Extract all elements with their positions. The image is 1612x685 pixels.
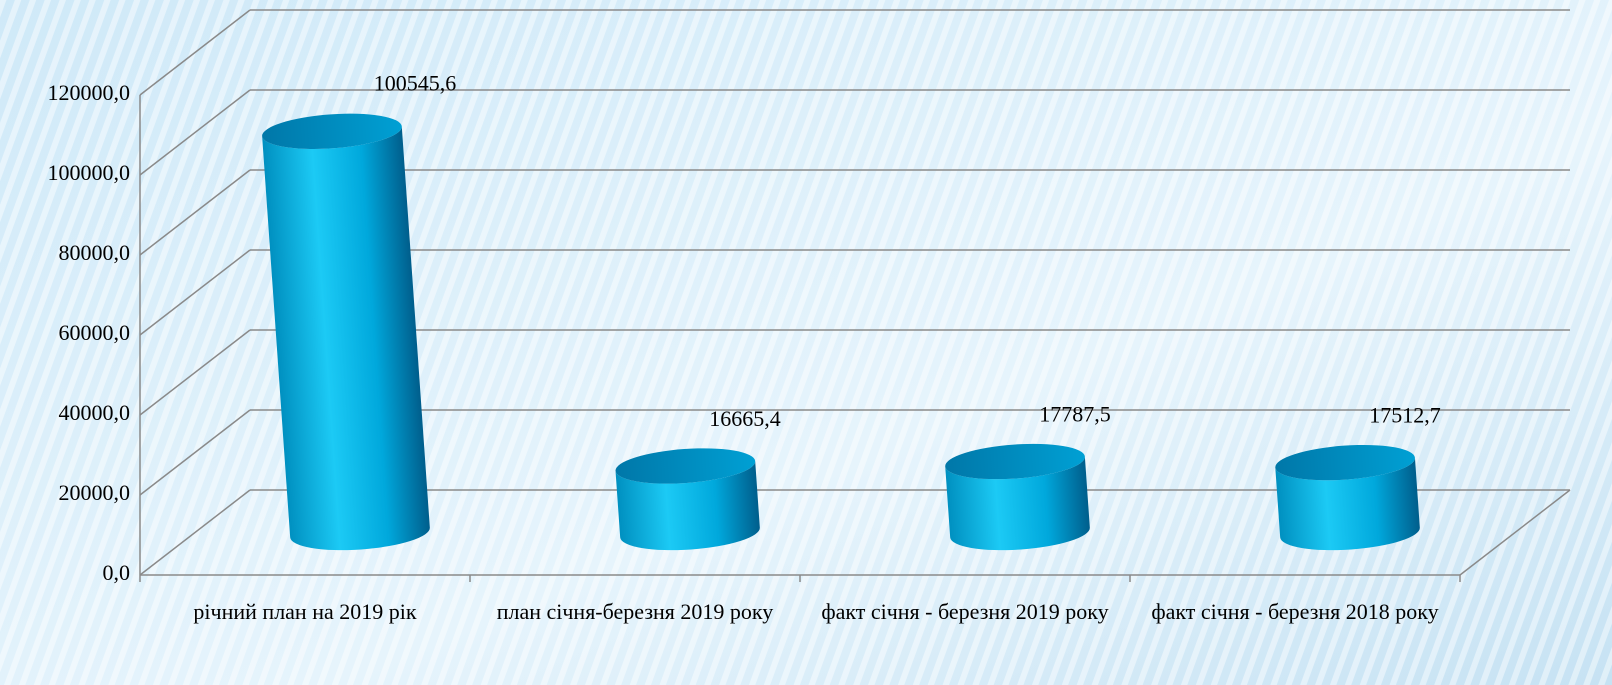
grid-line [139,89,251,176]
axis-line [1459,489,1571,576]
data-label: 16665,4 [709,406,781,431]
x-tick-label: факт січня - березня 2018 року [1151,599,1439,624]
cylinder [945,456,1090,551]
cylinder-top [945,443,1085,480]
grid-line [139,409,251,496]
cylinder-top [262,113,402,149]
y-tick-label: 0,0 [103,560,131,585]
cylinder-top [615,448,756,484]
data-label: 100545,6 [374,70,457,95]
y-tick-label: 20000,0 [59,480,131,505]
data-label: 17512,7 [1369,402,1441,427]
x-tick-label: факт січня - березня 2019 року [821,599,1109,624]
cylinder [615,461,760,551]
grid-line [139,489,251,576]
cylinder [262,126,430,551]
cylinder-top [1275,444,1415,481]
y-tick-label: 60000,0 [59,320,131,345]
x-tick-label: план січня-березня 2019 року [496,599,774,624]
y-tick-label: 120000,0 [48,80,131,105]
grid-line [139,249,251,336]
grid-line [139,9,251,96]
grid-line [139,329,251,416]
y-tick-label: 80000,0 [59,240,131,265]
data-label: 17787,5 [1039,401,1111,426]
y-tick-label: 100000,0 [48,160,131,185]
x-tick-label: річний план на 2019 рік [193,599,417,624]
y-tick-label: 40000,0 [59,400,131,425]
cylinder [1275,457,1420,551]
grid-line [139,169,251,256]
